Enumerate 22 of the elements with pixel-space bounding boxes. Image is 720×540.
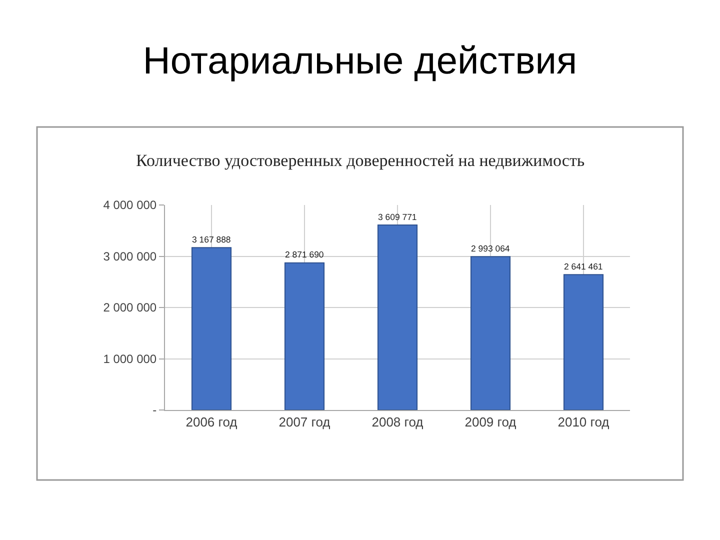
y-tick-label: 1 000 000 <box>103 352 157 366</box>
y-tick-label: - <box>152 403 157 418</box>
y-tick-label: 3 000 000 <box>103 249 157 264</box>
x-tick-label: 2009 год <box>464 414 517 430</box>
data-label: 3 167 888 <box>192 234 231 244</box>
data-label: 2 871 690 <box>284 250 324 260</box>
bar <box>191 247 232 410</box>
bar <box>284 262 325 410</box>
chart-subtitle: Количество удостоверенных доверенностей на недвижимость <box>136 151 585 170</box>
data-label: 2 993 064 <box>470 243 510 254</box>
y-tick-label: 2 000 000 <box>103 300 157 315</box>
x-tick-label: 2006 год <box>186 414 238 430</box>
x-tick-label: 2010 год <box>558 414 610 430</box>
bar <box>470 256 511 410</box>
data-label: 3 609 771 <box>378 212 417 222</box>
y-tick-label: 4 000 000 <box>103 198 157 212</box>
bar <box>377 224 418 410</box>
data-label: 2 641 461 <box>564 261 603 272</box>
x-tick-label: 2007 год <box>278 414 331 430</box>
chart-title: Нотариальные действия <box>142 40 578 82</box>
x-tick-label: 2008 год <box>372 414 424 430</box>
bar <box>563 274 604 410</box>
